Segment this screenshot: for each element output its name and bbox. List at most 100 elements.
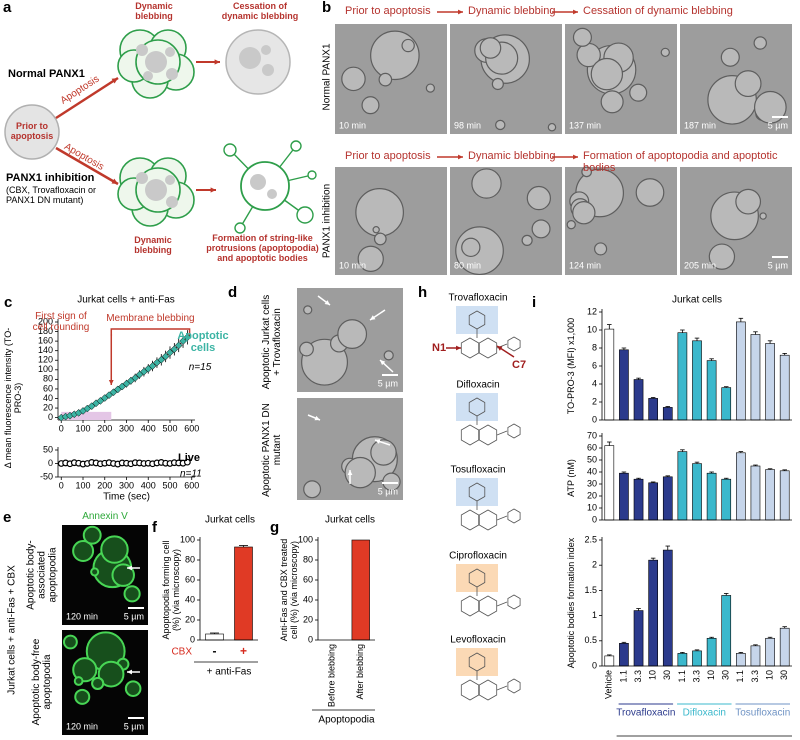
series-n: n=11 <box>180 469 202 480</box>
x-tick-label: 30 <box>721 670 731 680</box>
vesicle <box>166 196 178 208</box>
y-tick-label: 0 <box>592 660 597 670</box>
y-tick-label: -50 <box>40 471 53 481</box>
arrow-head <box>573 9 578 15</box>
chart-title: Jurkat cells <box>205 515 255 526</box>
y-tick-label: 50 <box>43 444 53 454</box>
bar <box>750 645 761 667</box>
ring <box>507 423 521 439</box>
series-name: Apoptotic cells <box>177 330 229 355</box>
compound-name: Levofloxacin <box>450 635 506 646</box>
chart-title: Jurkat cells + anti-Fas <box>77 295 175 306</box>
image-label: Apoptotic PANX1 DN mutant <box>261 403 283 497</box>
y-tick-label: 100 <box>180 534 195 544</box>
bar <box>205 633 224 641</box>
y-tick-label: 0.5 <box>584 635 597 645</box>
x-tick-label: 600 <box>184 423 199 433</box>
cell-image <box>303 480 322 499</box>
y-tick-label: 12 <box>587 306 597 316</box>
y-tick-label: 10 <box>587 324 597 334</box>
cell-image <box>594 242 608 256</box>
vesicle <box>267 189 277 199</box>
atom-label: N1 <box>432 342 446 354</box>
y-tick-label: 50 <box>587 454 597 464</box>
series-name: Live <box>178 452 200 464</box>
arrow-head <box>370 315 376 320</box>
cell-image <box>73 676 84 686</box>
panel-letter: a <box>3 0 12 16</box>
ring <box>478 509 498 531</box>
y-axis-label: TO-PRO-3 (MFI) x1,000 <box>566 317 577 415</box>
bar <box>648 482 658 521</box>
marker <box>161 352 170 361</box>
annotation: First sign of cell rounding <box>32 311 90 333</box>
bar <box>736 653 746 667</box>
x-tick-label: 200 <box>97 423 112 433</box>
panel-letter: f <box>152 519 158 536</box>
y-tick-label: 4 <box>592 378 597 388</box>
annotation: Membrane blebbing <box>106 313 195 324</box>
arrow-head <box>456 345 461 351</box>
image-annotation: 5 µm <box>378 486 398 496</box>
arrow-head <box>108 380 114 385</box>
bar <box>779 470 790 521</box>
step-label: Prior to apoptosis <box>345 150 431 162</box>
series-line <box>61 336 188 418</box>
arrow-head <box>127 669 132 675</box>
cell-image <box>341 66 366 92</box>
row-label: Normal PANX1 <box>321 43 333 111</box>
x-tick-label: 400 <box>141 423 156 433</box>
condition-note: (CBX, Trovafloxacin or PANX1 DN mutant) <box>6 185 97 205</box>
ring <box>460 424 480 446</box>
marker <box>183 333 192 342</box>
cell-image <box>479 37 502 59</box>
bar <box>351 539 370 641</box>
bar <box>677 653 688 667</box>
cell-image <box>590 57 624 91</box>
vesicle <box>261 45 271 55</box>
condition-label: Jurkat cells + anti-Fas + CBX <box>6 565 18 695</box>
panel-letter: g <box>270 519 279 536</box>
y-tick-label: 20 <box>303 614 313 624</box>
cell-image <box>382 472 401 491</box>
x-tick-label: 3.3 <box>633 670 643 683</box>
bar <box>619 349 629 421</box>
ring <box>507 508 521 524</box>
apoptotic-body <box>290 140 302 152</box>
cell-image <box>90 567 100 577</box>
stage-label: Dynamic blebbing <box>135 1 173 21</box>
cell-image <box>425 83 436 93</box>
y-tick-label: 70 <box>587 430 597 440</box>
arrow-label: Apoptosis <box>62 141 106 172</box>
y-tick-label: 120 <box>38 355 53 365</box>
x-tick-label: 0 <box>59 480 64 490</box>
row-label: PANX1 inhibition <box>321 183 333 259</box>
bar <box>604 445 615 521</box>
y-tick-label: 1 <box>592 610 597 620</box>
marker <box>170 345 179 354</box>
vesicle <box>262 64 274 76</box>
bar <box>706 637 717 667</box>
panel-letter: b <box>322 0 332 16</box>
step-label: Dynamic blebbing <box>468 150 556 162</box>
vesicle <box>145 179 167 201</box>
ring <box>478 424 498 446</box>
bar <box>765 637 775 667</box>
image-label: Apoptotic body-associated apoptopodia <box>25 540 59 610</box>
arrow-head <box>573 154 578 160</box>
marker <box>166 348 174 357</box>
y-tick-label: 80 <box>303 554 313 564</box>
cell-image <box>72 540 95 562</box>
cell-image <box>495 119 506 131</box>
x-tick-label: 10 <box>648 670 658 680</box>
y-tick-label: 0 <box>308 634 313 644</box>
apoptotic-body <box>296 206 314 224</box>
bar <box>779 627 790 667</box>
y-tick-label: 200 <box>38 316 53 326</box>
y-tick-label: 8 <box>592 342 597 352</box>
cell-image <box>91 676 105 691</box>
marker <box>157 355 166 364</box>
bar <box>604 328 615 421</box>
cell-image <box>383 350 394 361</box>
bar <box>633 478 644 521</box>
